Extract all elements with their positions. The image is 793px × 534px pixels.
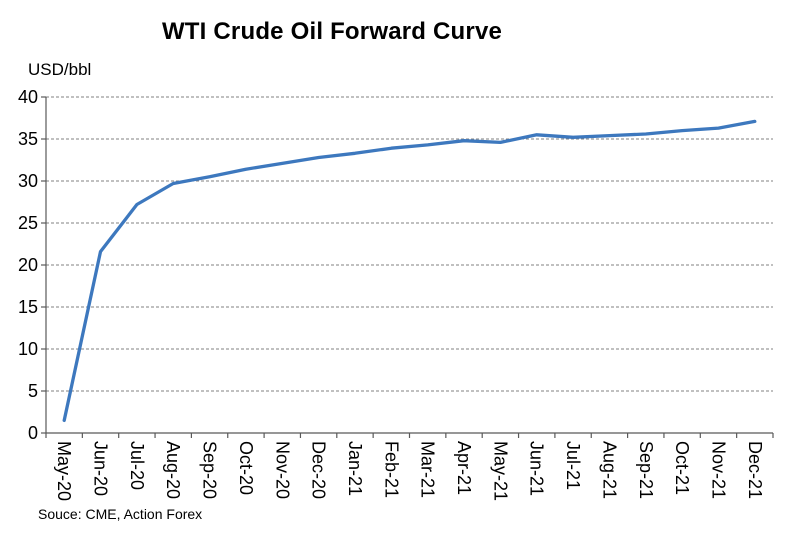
y-tick-label: 25 <box>17 213 38 233</box>
x-tick-label: Jun-20 <box>90 441 111 497</box>
x-tick-label: Nov-20 <box>272 441 293 500</box>
forward-curve-line <box>62 119 757 423</box>
x-tick-label: Jul-20 <box>126 441 147 491</box>
x-tick-label: May-20 <box>54 441 75 502</box>
y-tick-label: 30 <box>17 171 38 191</box>
y-tick-label: 20 <box>17 255 38 275</box>
chart-title: WTI Crude Oil Forward Curve <box>161 18 503 45</box>
x-tick-label: Sep-21 <box>635 441 656 500</box>
x-tick-label: Mar-21 <box>417 441 438 499</box>
x-tick-label: May-21 <box>490 441 511 502</box>
x-tick-label: Oct-20 <box>235 441 256 496</box>
x-tick-label: Dec-20 <box>308 441 329 500</box>
y-axis-unit-label: USD/bbl <box>28 60 92 79</box>
x-tick-label: Feb-21 <box>381 441 402 499</box>
x-tick-label: Jun-21 <box>526 441 547 497</box>
x-tick-label: Apr-21 <box>454 441 475 496</box>
x-tick-label: Nov-21 <box>708 441 729 500</box>
y-tick-label: 40 <box>17 87 38 107</box>
y-tick-label: 10 <box>17 339 38 359</box>
y-tick-label: 0 <box>27 423 38 443</box>
y-tick-label: 15 <box>17 297 38 317</box>
x-tick-label: Dec-21 <box>744 441 765 500</box>
x-tick-label: Sep-20 <box>199 441 220 500</box>
x-tick-label: Aug-21 <box>599 441 620 500</box>
x-tick-label: Jan-21 <box>344 441 365 497</box>
x-tick-label: Oct-21 <box>672 441 693 496</box>
y-tick-label: 35 <box>17 129 38 149</box>
source-note: Souce: CME, Action Forex <box>38 506 203 522</box>
x-tick-label: Jul-21 <box>563 441 584 491</box>
y-tick-label: 5 <box>27 381 38 401</box>
x-tick-label: Aug-20 <box>163 441 184 500</box>
